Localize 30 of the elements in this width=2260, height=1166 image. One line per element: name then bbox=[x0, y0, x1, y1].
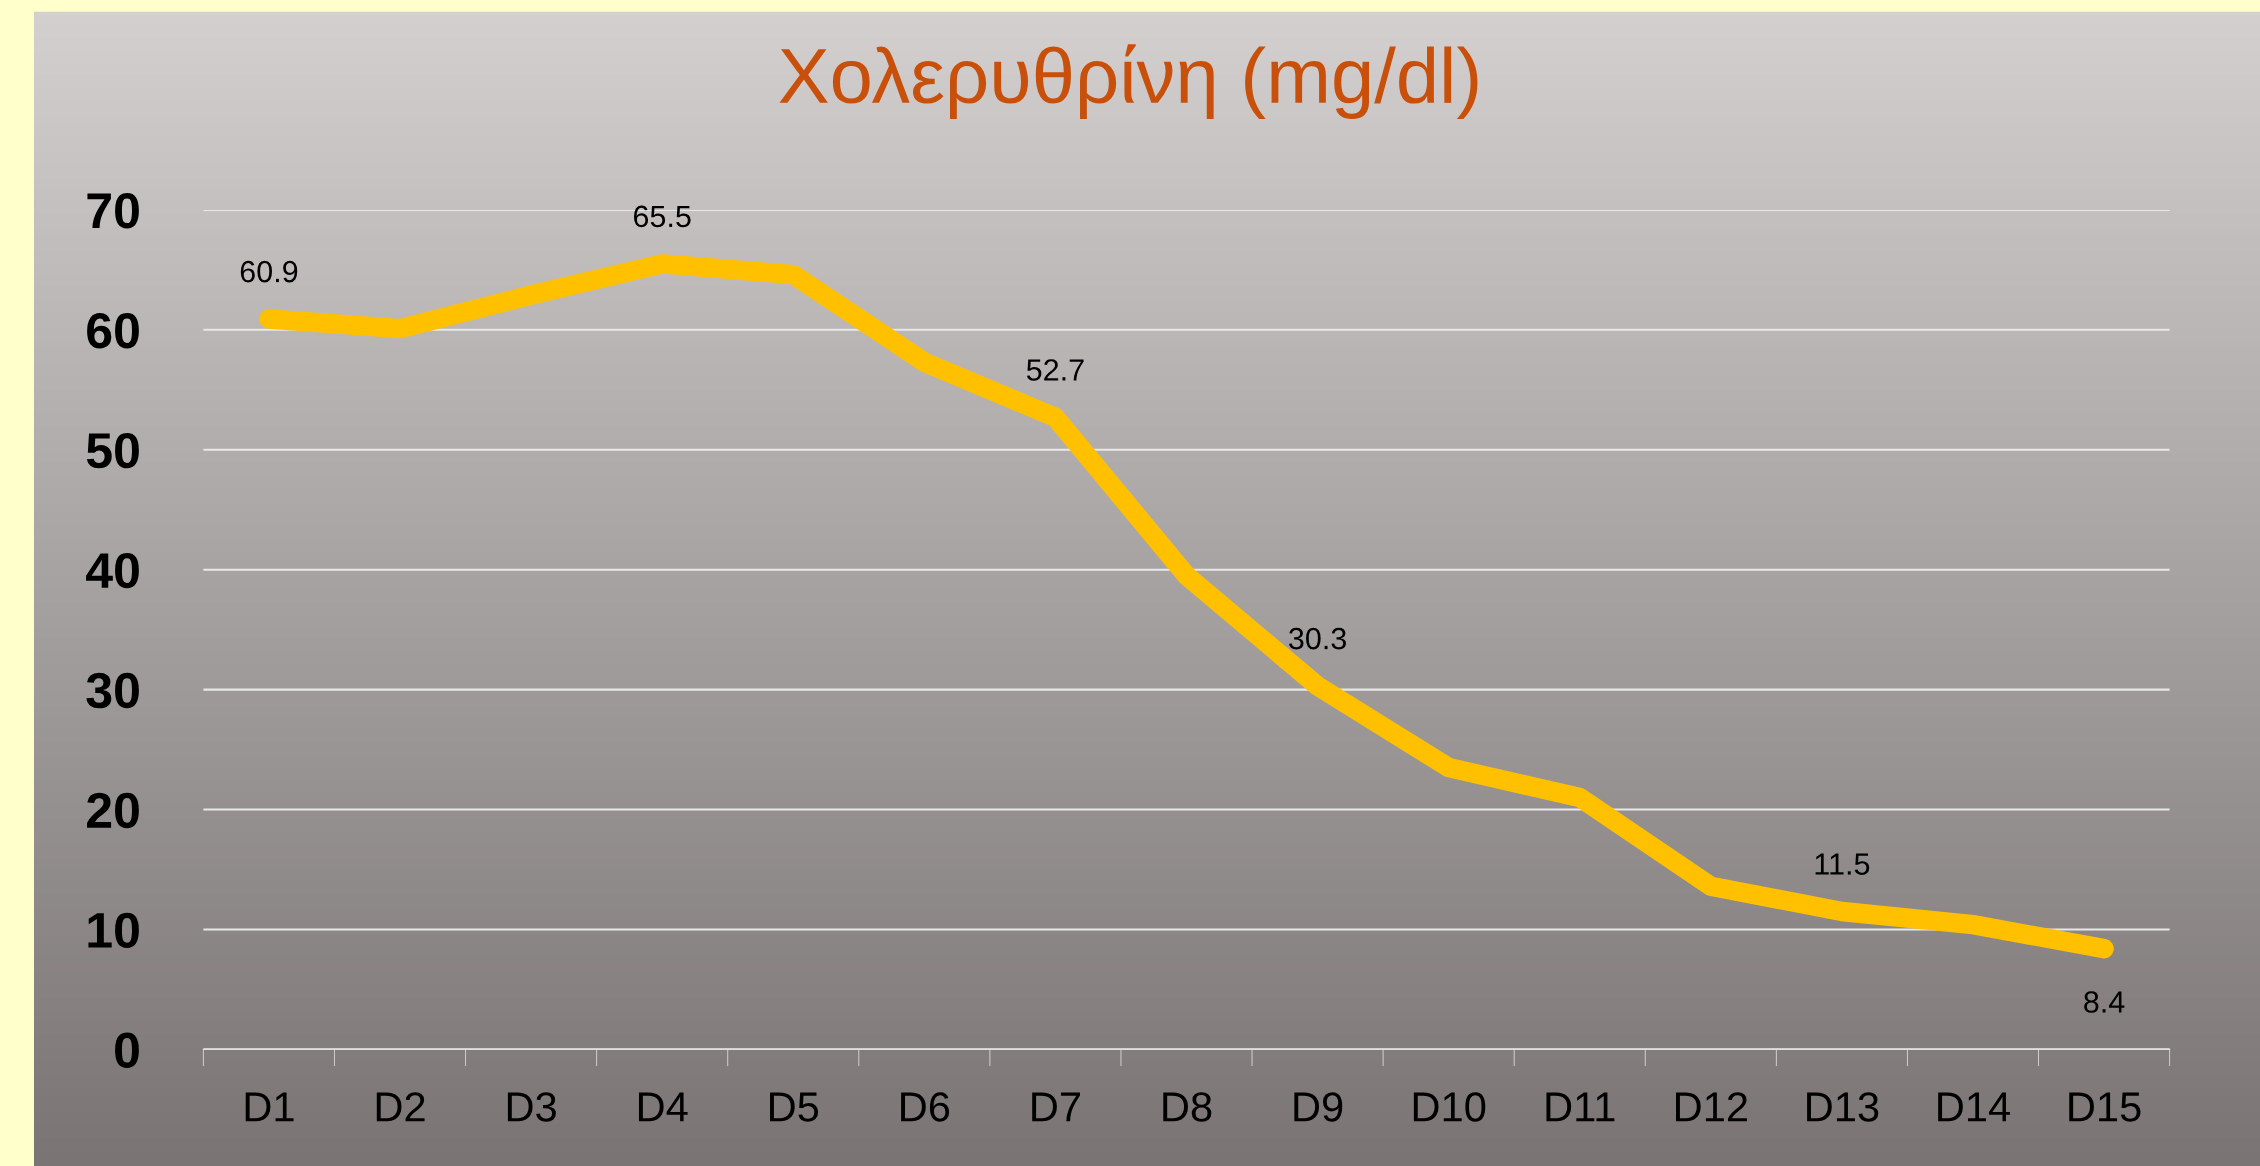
data-label: 30.3 bbox=[1289, 627, 1346, 650]
x-tick-label: D4 bbox=[638, 1092, 688, 1122]
y-tick-label: 50 bbox=[86, 432, 139, 469]
x-tick-label: D12 bbox=[1676, 1092, 1747, 1122]
data-label: 11.5 bbox=[1815, 853, 1870, 875]
x-tick-label: D13 bbox=[1807, 1092, 1879, 1122]
x-tick-label: D7 bbox=[1032, 1092, 1080, 1122]
x-tick-label: D9 bbox=[1294, 1092, 1343, 1122]
y-tick-label: 30 bbox=[86, 672, 139, 709]
x-tick-label: D11 bbox=[1546, 1092, 1615, 1122]
x-tick-label: D10 bbox=[1413, 1092, 1486, 1122]
y-tick-label: 60 bbox=[87, 313, 139, 349]
x-tick-label: D5 bbox=[770, 1092, 819, 1122]
data-label: 52.7 bbox=[1026, 359, 1084, 381]
y-tick-label: 70 bbox=[87, 193, 139, 229]
data-label: 65.5 bbox=[634, 205, 691, 228]
y-tick-label: 20 bbox=[87, 792, 139, 829]
x-tick-label: D3 bbox=[507, 1092, 556, 1122]
data-label: 8.4 bbox=[2084, 991, 2125, 1013]
y-tick-label: 0 bbox=[115, 1032, 139, 1069]
x-tick-label: D2 bbox=[376, 1092, 425, 1122]
x-tick-label: D15 bbox=[2069, 1092, 2141, 1122]
y-tick-label: 40 bbox=[86, 552, 139, 589]
x-tick-label: D14 bbox=[1938, 1092, 2010, 1122]
chart-title: Χολερυθρίνη (mg/dl) bbox=[779, 44, 1478, 119]
y-tick-label: 10 bbox=[88, 912, 139, 949]
x-tick-label: D1 bbox=[245, 1092, 294, 1122]
x-tick-label: D8 bbox=[1163, 1092, 1212, 1122]
x-tick-label: D6 bbox=[901, 1092, 950, 1122]
data-label: 60.9 bbox=[240, 260, 298, 283]
